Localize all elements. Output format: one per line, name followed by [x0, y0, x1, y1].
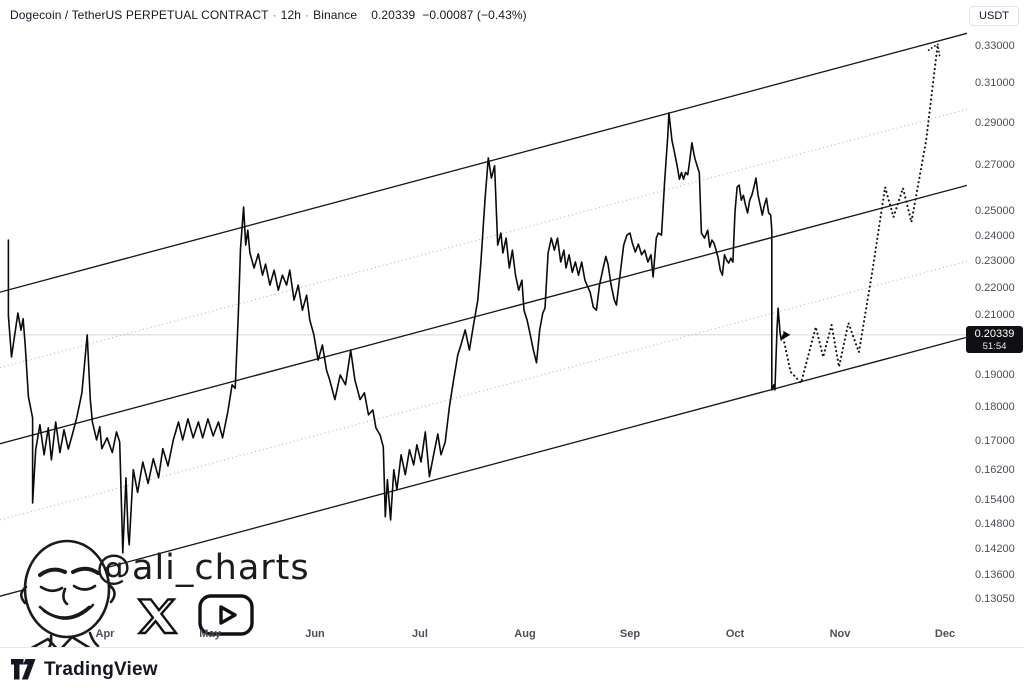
- time-axis-label[interactable]: Oct: [725, 628, 745, 640]
- channel-midline-dotted-3: [0, 260, 968, 521]
- tradingview-logo-text: TradingView: [44, 658, 158, 680]
- price-axis-label: 0.15400: [975, 494, 1015, 507]
- price-chart-canvas[interactable]: [0, 0, 1024, 648]
- time-axis-label[interactable]: Nov: [829, 628, 851, 640]
- time-axis-label[interactable]: Aug: [514, 628, 536, 640]
- forecast-dotted-path: [782, 44, 939, 384]
- tradingview-logo[interactable]: TradingView: [10, 658, 158, 681]
- price-axis-label: 0.25000: [975, 205, 1015, 218]
- price-end-marker: [783, 330, 791, 339]
- channel-rail-solid-0: [0, 32, 968, 293]
- tradingview-logo-mark: [11, 659, 36, 680]
- face-sketch-watermark: [19, 539, 116, 648]
- interval-button[interactable]: 12h: [280, 8, 301, 22]
- last-price-tag-value: 0.20339: [974, 328, 1015, 340]
- price-axis-label: 0.17000: [975, 435, 1015, 448]
- separator-dot: ·: [305, 8, 310, 22]
- price-axis-label: 0.29000: [975, 116, 1015, 129]
- time-axis-label[interactable]: Jul: [412, 628, 428, 640]
- time-axis-label[interactable]: Apr: [95, 628, 115, 640]
- price-axis-label: 0.31000: [975, 76, 1015, 89]
- price-axis-label: 0.22000: [975, 281, 1015, 294]
- price-axis-label: 0.14200: [975, 542, 1015, 555]
- currency-axis-button[interactable]: USDT: [969, 6, 1019, 26]
- last-price-tag: 0.20339 51:54: [966, 326, 1023, 353]
- price-axis-label: 0.16200: [975, 464, 1015, 477]
- price-axis-label: 0.33000: [975, 39, 1015, 52]
- last-price-value: 0.20339: [371, 8, 416, 22]
- separator-dot: ·: [272, 8, 277, 22]
- watermark-handle: @ali_charts: [96, 548, 310, 588]
- youtube-logo-icon: [198, 594, 254, 636]
- channel-rail-solid-4: [0, 336, 968, 597]
- time-axis-label[interactable]: May: [199, 628, 221, 640]
- symbol-header: Dogecoin / TetherUS PERPETUAL CONTRACT · 1…: [10, 8, 527, 22]
- time-axis-label[interactable]: Jun: [305, 628, 325, 640]
- price-axis-label: 0.18000: [975, 401, 1015, 414]
- channel-rail-solid-2: [0, 184, 968, 445]
- price-axis-label: 0.14800: [975, 518, 1015, 531]
- symbol-name[interactable]: Dogecoin / TetherUS PERPETUAL CONTRACT: [10, 8, 269, 22]
- price-axis-label: 0.19000: [975, 369, 1015, 382]
- price-change-value: −0.00087 (−0.43%): [422, 8, 527, 22]
- price-axis-label: 0.21000: [975, 309, 1015, 322]
- x-logo-icon: [136, 598, 179, 635]
- price-axis-label: 0.13050: [975, 593, 1015, 606]
- price-axis-label: 0.13600: [975, 568, 1015, 581]
- price-line-series: [7, 112, 785, 554]
- forecast-arrowhead: [927, 42, 941, 57]
- exchange-name[interactable]: Binance: [313, 8, 358, 22]
- time-axis-label[interactable]: Dec: [934, 628, 956, 640]
- time-axis-label[interactable]: Sep: [619, 628, 641, 640]
- price-axis-label: 0.23000: [975, 255, 1015, 268]
- time-axis[interactable]: Apr May Jun Jul Aug Sep Oct Nov Dec: [0, 625, 1024, 647]
- price-axis[interactable]: 0.33000 0.31000 0.29000 0.27000 0.25000 0.240…: [967, 0, 1024, 648]
- axis-divider-line: [0, 647, 1024, 648]
- price-axis-label: 0.27000: [975, 159, 1015, 172]
- bar-countdown: 51:54: [982, 341, 1007, 352]
- price-axis-label: 0.24000: [975, 229, 1015, 242]
- channel-midline-dotted-1: [0, 108, 968, 369]
